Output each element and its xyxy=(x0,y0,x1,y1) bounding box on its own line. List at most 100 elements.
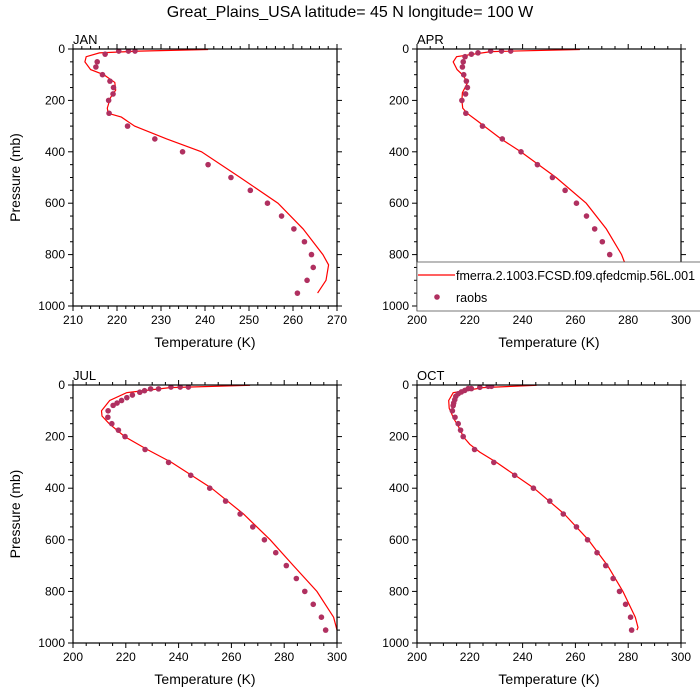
obs-point xyxy=(450,402,456,409)
obs-point xyxy=(304,277,310,284)
x-tick-label: 240 xyxy=(169,650,189,664)
obs-point xyxy=(546,498,553,504)
obs-point xyxy=(115,49,122,54)
y-tick-label: 1000 xyxy=(38,636,65,650)
obs-point xyxy=(247,187,254,194)
x-tick-label: 280 xyxy=(618,650,638,664)
y-tick-label: 800 xyxy=(389,248,409,262)
x-tick-label: 300 xyxy=(671,313,691,327)
obs-point xyxy=(136,389,143,396)
x-axis-title: Temperature (K) xyxy=(154,334,255,350)
obs-point xyxy=(109,420,115,427)
obs-point xyxy=(152,136,158,142)
x-tick-label: 220 xyxy=(116,650,136,664)
obs-point xyxy=(272,549,279,556)
ticks xyxy=(68,44,342,311)
obs-point xyxy=(475,50,481,56)
panel-label: JAN xyxy=(73,32,98,47)
y-tick-label: 800 xyxy=(389,584,409,598)
x-axis-title: Temperature (K) xyxy=(154,671,255,687)
obs-point xyxy=(249,524,256,530)
x-tick-label: 240 xyxy=(513,313,533,327)
x-tick-label: 260 xyxy=(221,650,241,664)
x-tick-label: 210 xyxy=(63,313,83,327)
y-tick-label: 400 xyxy=(45,145,65,159)
obs-point xyxy=(606,251,613,258)
obs-point xyxy=(459,64,466,70)
obs-point xyxy=(222,498,229,504)
obs-point xyxy=(462,91,469,97)
obs-point xyxy=(155,386,162,392)
obs-point xyxy=(463,78,470,84)
obs-point xyxy=(102,51,108,57)
legend-model-label: fmerra.2.1003.FCSD.f09.qfedcmip.56L.001 xyxy=(456,269,695,283)
obs-point xyxy=(616,588,623,595)
obs-point xyxy=(168,385,174,390)
x-tick-label: 260 xyxy=(283,313,303,327)
obs-point xyxy=(301,588,308,595)
obs-point xyxy=(628,627,635,633)
x-tick-label: 280 xyxy=(274,650,294,664)
y-tick-label: 0 xyxy=(58,378,65,392)
legend-obs-marker-icon xyxy=(434,294,440,300)
obs-point xyxy=(105,408,111,414)
panel-label: APR xyxy=(417,32,444,47)
y-tick-label: 600 xyxy=(389,196,409,210)
plot-frame xyxy=(72,384,338,644)
obs-point xyxy=(549,174,556,181)
figure-title: Great_Plains_USA latitude= 45 N longitud… xyxy=(166,4,534,21)
obs-point xyxy=(622,601,629,608)
obs-point xyxy=(301,238,308,245)
obs-point xyxy=(124,123,131,129)
x-tick-label: 260 xyxy=(565,313,585,327)
y-tick-label: 200 xyxy=(45,93,65,107)
y-tick-label: 800 xyxy=(45,248,65,262)
y-axis-title: Pressure (mb) xyxy=(7,470,23,559)
y-tick-label: 200 xyxy=(45,430,65,444)
y-tick-label: 600 xyxy=(45,533,65,547)
plot-frame xyxy=(416,384,682,644)
y-tick-label: 600 xyxy=(389,533,409,547)
model-line xyxy=(100,385,337,631)
obs-point xyxy=(110,91,116,97)
plot-area xyxy=(100,385,337,633)
obs-point xyxy=(179,149,186,155)
obs-point xyxy=(206,485,213,492)
x-axis-title: Temperature (K) xyxy=(498,334,599,350)
obs-point xyxy=(228,174,234,181)
obs-point xyxy=(455,420,461,427)
x-tick-label: 300 xyxy=(327,650,347,664)
obs-point xyxy=(584,537,591,543)
y-tick-label: 200 xyxy=(389,430,409,444)
obs-point xyxy=(499,136,506,142)
obs-point xyxy=(487,49,494,54)
y-tick-label: 1000 xyxy=(382,636,409,650)
panel-jan: 210 220 230 240 250 260 270 0 200 400 600 800 1000 JA… xyxy=(7,32,347,350)
obs-point xyxy=(310,601,317,608)
obs-point xyxy=(278,213,285,219)
obs-point xyxy=(485,385,492,390)
obs-point xyxy=(187,472,194,479)
x-tick-label: 260 xyxy=(565,650,585,664)
obs-point xyxy=(129,392,136,398)
obs-point xyxy=(264,200,271,206)
obs-point xyxy=(463,110,469,117)
obs-point xyxy=(318,614,325,620)
obs-point xyxy=(294,290,301,296)
ticks xyxy=(412,380,686,648)
obs-point xyxy=(132,49,138,54)
obs-point xyxy=(125,49,132,54)
y-tick-label: 800 xyxy=(45,584,65,598)
obs-point xyxy=(147,386,154,392)
plot-area xyxy=(448,385,639,633)
obs-point xyxy=(573,200,580,206)
x-tick-label: 200 xyxy=(407,313,427,327)
legend: fmerra.2.1003.FCSD.f09.qfedcmip.56L.001 r… xyxy=(416,261,700,312)
obs-point xyxy=(110,84,117,91)
obs-point xyxy=(237,511,243,517)
obs-point xyxy=(491,459,497,466)
obs-point xyxy=(283,562,290,569)
x-tick-label: 280 xyxy=(618,313,638,327)
obs-point xyxy=(462,53,468,60)
obs-point xyxy=(459,97,465,104)
